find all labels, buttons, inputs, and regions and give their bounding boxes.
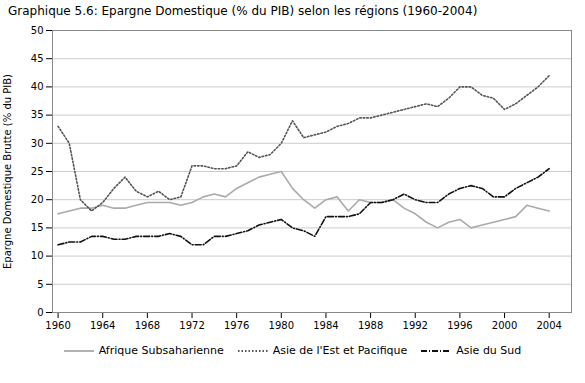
html-text:Afrique Subsaharienne: Afrique Subsaharienne [98, 344, 224, 357]
svg-text:1988: 1988 [358, 320, 383, 331]
svg-text:25: 25 [31, 166, 44, 177]
html-text:Asie du Sud: Asie du Sud [456, 344, 522, 357]
svg-text:0: 0 [37, 307, 43, 318]
svg-text:2000: 2000 [492, 320, 517, 331]
svg-text:1964: 1964 [90, 320, 115, 331]
svg-text:1980: 1980 [269, 320, 294, 331]
svg-text:2004: 2004 [536, 320, 561, 331]
svg-text:5: 5 [37, 279, 43, 290]
svg-text:50: 50 [31, 25, 44, 36]
svg-text:1984: 1984 [313, 320, 338, 331]
svg-text:45: 45 [31, 53, 44, 64]
svg-text:Epargne Domestique Brutte (% d: Epargne Domestique Brutte (% du PIB) [2, 74, 13, 269]
svg-text:1976: 1976 [224, 320, 249, 331]
svg-text:35: 35 [31, 109, 44, 120]
svg-text:10: 10 [31, 250, 44, 261]
svg-text:1992: 1992 [403, 320, 428, 331]
svg-text:1972: 1972 [179, 320, 204, 331]
svg-text:15: 15 [31, 222, 44, 233]
html-text:Asie de l'Est et Pacifique: Asie de l'Est et Pacifique [272, 344, 408, 357]
svg-text:1960: 1960 [45, 320, 70, 331]
svg-text:30: 30 [31, 138, 44, 149]
svg-text:40: 40 [31, 81, 44, 92]
html-text:Graphique 5.6: Epargne Domesti: Graphique 5.6: Epargne Domestique (% du … [8, 4, 478, 18]
svg-text:1968: 1968 [135, 320, 160, 331]
svg-text:1996: 1996 [447, 320, 472, 331]
svg-text:20: 20 [31, 194, 44, 205]
